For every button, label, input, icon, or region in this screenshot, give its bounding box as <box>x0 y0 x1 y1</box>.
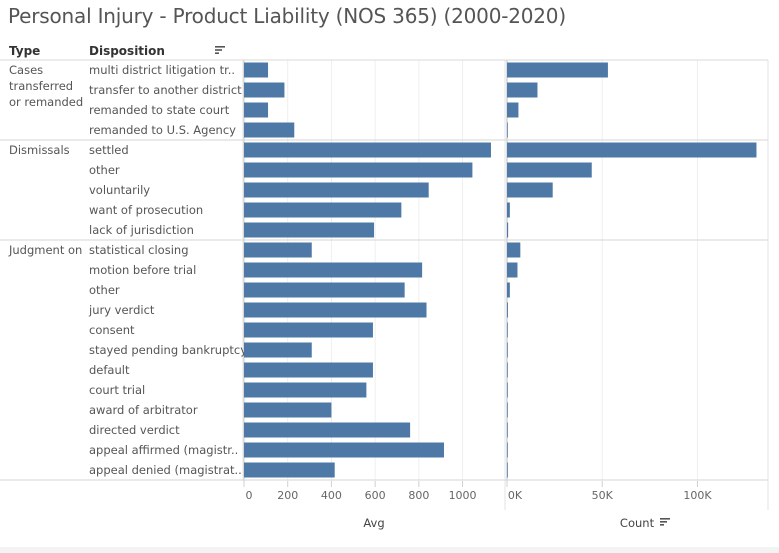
disposition-label: statistical closing <box>89 243 189 257</box>
disposition-label: jury verdict <box>88 303 155 317</box>
count-sort-icon <box>660 524 664 526</box>
count-bar <box>507 262 518 278</box>
count-bar <box>507 442 508 458</box>
avg-bar <box>244 262 423 278</box>
avg-bar <box>244 282 405 298</box>
type-label: Cases <box>9 63 43 77</box>
disposition-label: other <box>89 163 120 177</box>
disposition-label: remanded to U.S. Agency <box>89 123 236 137</box>
avg-bar <box>244 182 429 198</box>
count-bar <box>507 402 508 418</box>
avg-bar <box>244 302 427 318</box>
disposition-label: remanded to state court <box>89 103 230 117</box>
avg-bar <box>244 462 335 478</box>
count-sort-icon <box>660 521 667 523</box>
disposition-label: settled <box>89 143 129 157</box>
count-tick-label: 50K <box>592 489 614 502</box>
disposition-header[interactable]: Disposition <box>89 44 165 58</box>
avg-bar <box>244 362 373 378</box>
disposition-label: appeal denied (magistrat.. <box>89 463 242 477</box>
avg-tick-label: 800 <box>408 489 429 502</box>
avg-bar <box>244 382 367 398</box>
disposition-label: award of arbitrator <box>89 403 198 417</box>
count-bar <box>507 202 510 218</box>
count-bar <box>507 182 553 198</box>
disposition-label: motion before trial <box>89 263 196 277</box>
disposition-label: stayed pending bankruptcy <box>89 343 247 357</box>
count-bar <box>507 162 592 178</box>
count-bar <box>507 62 608 78</box>
disposition-label: default <box>89 363 130 377</box>
count-bar <box>507 342 508 358</box>
disposition-label: transfer to another district <box>89 83 242 97</box>
sort-icon[interactable] <box>214 44 226 56</box>
count-bar <box>507 122 508 138</box>
count-bar <box>507 282 510 298</box>
avg-bar <box>244 142 491 158</box>
type-label: transferred <box>9 79 73 93</box>
count-bar <box>507 142 757 158</box>
avg-bar <box>244 222 375 238</box>
disposition-label: other <box>89 283 120 297</box>
avg-bar <box>244 442 444 458</box>
count-bar <box>507 382 508 398</box>
avg-bar <box>244 422 411 438</box>
bottom-strip <box>0 547 779 553</box>
avg-tick-label: 400 <box>321 489 342 502</box>
avg-tick-label: 1000 <box>449 489 477 502</box>
avg-bar <box>244 102 269 118</box>
avg-tick-label: 600 <box>365 489 386 502</box>
disposition-label: appeal affirmed (magistr.. <box>89 443 238 457</box>
avg-tick-label: 200 <box>277 489 298 502</box>
count-bar <box>507 362 508 378</box>
count-bar <box>507 222 509 238</box>
count-axis-title: Count <box>620 516 655 530</box>
disposition-label: directed verdict <box>89 423 180 437</box>
avg-bar <box>244 162 473 178</box>
avg-bar <box>244 82 285 98</box>
avg-bar <box>244 342 312 358</box>
avg-bar <box>244 322 373 338</box>
count-bar <box>507 102 519 118</box>
disposition-label: multi district litigation tr.. <box>89 63 235 77</box>
count-bar <box>507 322 508 338</box>
page-title: Personal Injury - Product Liability (NOS… <box>8 4 566 28</box>
count-bar <box>507 462 508 478</box>
avg-bar <box>244 242 312 258</box>
count-bar <box>507 82 538 98</box>
disposition-label: court trial <box>89 383 145 397</box>
count-tick-label: 0K <box>508 489 523 502</box>
avg-bar <box>244 62 269 78</box>
disposition-label: consent <box>89 323 135 337</box>
type-label: or remanded <box>9 95 83 109</box>
avg-bar <box>244 122 295 138</box>
count-bar <box>507 242 521 258</box>
avg-bar <box>244 202 402 218</box>
disposition-label: want of prosecution <box>89 203 203 217</box>
disposition-label: lack of jurisdiction <box>89 223 194 237</box>
count-tick-label: 100K <box>683 489 712 502</box>
avg-bar <box>244 402 332 418</box>
count-bar <box>507 422 508 438</box>
disposition-label: voluntarily <box>89 183 150 197</box>
type-header[interactable]: Type <box>9 44 41 58</box>
avg-axis-title: Avg <box>363 516 384 530</box>
avg-tick-label: 0 <box>246 489 253 502</box>
type-label: Judgment on <box>8 243 82 257</box>
type-label: Dismissals <box>9 143 70 157</box>
count-bar <box>507 302 508 318</box>
count-sort-icon <box>660 518 670 520</box>
